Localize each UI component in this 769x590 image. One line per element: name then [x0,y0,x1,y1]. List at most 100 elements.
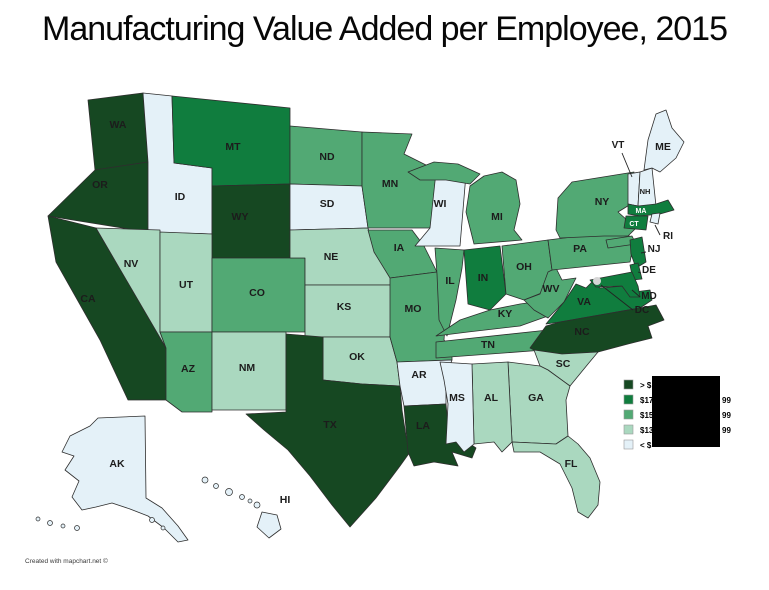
state-label-LA: LA [416,420,430,432]
state-label-NC: NC [574,326,590,338]
state-label-MO: MO [405,303,422,315]
state-label-WY: WY [232,211,249,223]
state-label-MI: MI [491,211,503,223]
state-MI-UP[interactable] [407,161,481,185]
legend-label-left-1: > $ [640,381,652,390]
small-island [213,483,219,489]
state-label-SC: SC [556,358,571,370]
legend-swatch-5 [623,439,634,450]
state-IN[interactable] [463,245,507,311]
legend-swatch-4 [623,424,634,435]
state-HI[interactable] [256,511,282,539]
leader-label-DE: DE [642,265,656,276]
state-label-AK: AK [109,458,125,470]
state-label-NY: NY [595,196,610,208]
state-label-NH: NH [640,187,651,196]
state-TX[interactable] [245,333,411,528]
small-island [160,525,166,531]
leader-label-NJ: NJ [648,244,661,255]
leader-line-DC [600,284,634,311]
state-label-UT: UT [179,279,194,291]
state-label-KY: KY [498,308,513,320]
small-island [35,516,41,522]
small-island [149,517,155,523]
state-label-OH: OH [516,261,532,273]
state-label-ME: ME [655,141,671,153]
state-MA[interactable] [627,199,675,217]
state-label-ND: ND [319,151,335,163]
islands-layer [35,277,601,531]
state-label-HI: HI [280,494,291,506]
state-label-AL: AL [484,392,499,404]
dc-marker-dot [593,277,601,285]
state-label-PA: PA [573,243,587,255]
leader-label-RI: RI [663,231,673,242]
state-label-OR: OR [92,179,108,191]
state-label-IN: IN [478,272,489,284]
legend-label-right-3: 99 [722,411,731,420]
small-island [247,498,253,504]
state-WY[interactable] [211,183,291,259]
legend-label-left-4: $13 [640,426,654,435]
state-label-KS: KS [337,301,352,313]
small-island [74,525,80,531]
state-label-OK: OK [349,351,365,363]
state-label-TN: TN [481,339,495,351]
leader-line-RI [654,224,661,236]
state-label-SD: SD [320,198,335,210]
state-FL[interactable] [511,435,601,519]
state-label-VA: VA [577,296,591,308]
leader-line-NJ [640,251,647,254]
states-layer [47,92,685,543]
leader-line-DE [637,271,642,274]
attribution: Created with mapchart.net © [25,558,108,565]
small-island [253,501,261,509]
state-label-ID: ID [175,191,186,203]
state-label-MT: MT [225,141,241,153]
state-label-WA: WA [110,119,127,131]
state-label-MA: MA [636,208,647,215]
legend-label-left-3: $15 [640,411,654,420]
state-MD[interactable] [589,271,641,298]
leader-label-VT: VT [612,140,625,151]
legend-label-left-2: $17 [640,396,654,405]
state-label-IA: IA [394,242,405,254]
small-island [239,494,245,500]
leader-line-VT [621,152,633,178]
state-WV[interactable] [523,267,577,319]
legend-redaction-box [652,376,720,447]
state-NJ[interactable] [629,236,647,269]
state-label-IL: IL [445,275,455,287]
state-label-GA: GA [528,392,544,404]
state-AK[interactable] [61,415,189,543]
legend-label-left-5: < $ [640,441,652,450]
state-RI[interactable] [649,212,661,225]
state-AL[interactable] [471,361,513,453]
state-label-MN: MN [382,178,398,190]
state-WA[interactable] [87,92,149,171]
legend-label-right-2: 99 [722,396,731,405]
leader-label-MD: MD [641,291,657,302]
state-ME[interactable] [643,109,685,173]
legend-label-right-4: 99 [722,426,731,435]
leader-line-MD [631,289,641,298]
state-label-AZ: AZ [181,363,196,375]
state-NY[interactable] [555,171,637,239]
state-label-CT: CT [629,221,639,228]
state-label-WV: WV [543,283,560,295]
legend: > $ $17 99 $15 99 $13 99 < $ [623,376,731,450]
state-MI[interactable] [465,171,523,245]
state-label-WI: WI [434,198,447,210]
state-label-AR: AR [411,369,427,381]
leader-label-DC: DC [635,305,649,316]
small-island [225,488,233,496]
chart-title: Manufacturing Value Added per Employee, … [42,10,728,48]
small-island [60,523,66,529]
state-IL[interactable] [434,247,465,337]
legend-swatch-1 [623,379,634,390]
state-CT[interactable] [623,215,649,231]
state-MS[interactable] [439,361,475,453]
